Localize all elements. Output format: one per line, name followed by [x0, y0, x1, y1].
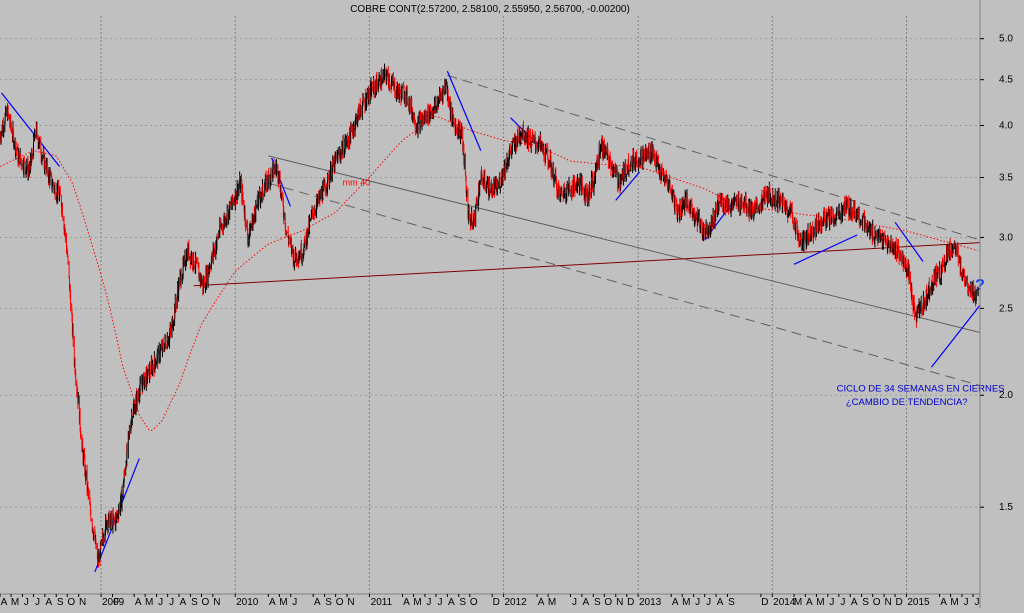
- x-tick-label: A: [583, 597, 590, 608]
- x-tick-label: A: [46, 597, 53, 608]
- x-tick-label: J: [292, 597, 297, 608]
- y-tick-label: 2.5: [999, 303, 1013, 314]
- x-tick-label: A: [940, 597, 947, 608]
- x-tick-label: J: [695, 597, 700, 608]
- x-tick-label: J: [829, 597, 834, 608]
- x-tick-label: M: [816, 597, 824, 608]
- x-tick-label: J: [706, 597, 711, 608]
- x-tick-label: S: [594, 597, 601, 608]
- x-tick-label: 2013: [639, 597, 662, 608]
- trendline-short: [446, 70, 482, 151]
- x-tick-label: J: [975, 597, 980, 608]
- x-tick-label: M: [145, 597, 153, 608]
- annotation-trend: ¿CAMBIO DE TENDENCIA?: [846, 397, 968, 408]
- x-tick-label: A: [717, 597, 724, 608]
- x-tick-label: S: [459, 597, 466, 608]
- x-tick-label: O: [470, 597, 478, 608]
- y-tick-label: 4.5: [999, 75, 1013, 86]
- x-tick-label: A: [538, 597, 545, 608]
- x-tick-label: M: [548, 597, 556, 608]
- x-tick-label: S: [191, 597, 198, 608]
- x-tick-label: A: [135, 597, 142, 608]
- y-tick-label: 5.0: [999, 34, 1013, 45]
- x-tick-label: J: [24, 597, 29, 608]
- y-tick-label: 1.5: [999, 502, 1013, 513]
- trendline-short: [894, 221, 924, 262]
- x-tick-label: A: [448, 597, 455, 608]
- x-tick-label: N: [347, 597, 354, 608]
- x-tick-label: O: [604, 597, 612, 608]
- x-tick-label: J: [426, 597, 431, 608]
- x-tick-label: 2012: [504, 597, 527, 608]
- x-tick-label: J: [35, 597, 40, 608]
- x-tick-label: A: [180, 597, 187, 608]
- x-tick-label: A: [314, 597, 321, 608]
- trendline-short: [615, 171, 641, 201]
- x-tick-label: 2009: [102, 597, 125, 608]
- x-tick-label: A: [672, 597, 679, 608]
- x-tick-label: O: [873, 597, 881, 608]
- x-tick-label: M: [794, 597, 802, 608]
- x-tick-label: A: [806, 597, 813, 608]
- trendline-short: [793, 234, 858, 265]
- x-tick-label: 2014: [773, 597, 796, 608]
- x-tick-label: M: [950, 597, 958, 608]
- y-tick-label: 2.0: [999, 390, 1013, 401]
- x-tick-label: A: [1, 597, 8, 608]
- x-tick-label: S: [325, 597, 332, 608]
- x-tick-label: S: [862, 597, 869, 608]
- x-tick-label: S: [57, 597, 64, 608]
- trendline-short: [931, 304, 981, 368]
- x-tick-label: A: [403, 597, 410, 608]
- x-tick-label: S: [728, 597, 735, 608]
- x-tick-label: D: [895, 597, 902, 608]
- y-tick-label: 3.5: [999, 172, 1013, 183]
- x-tick-label: N: [884, 597, 891, 608]
- x-tick-label: 2011: [371, 597, 393, 608]
- x-tick-label: A: [269, 597, 276, 608]
- x-tick-label: M: [279, 597, 287, 608]
- candle-layer: [0, 63, 979, 568]
- chart-title: COBRE CONT(2.57200, 2.58100, 2.55950, 2.…: [350, 4, 630, 15]
- y-tick-label: 3.0: [999, 232, 1013, 243]
- x-tick-label: F: [113, 597, 119, 608]
- x-tick-label: D: [627, 597, 634, 608]
- x-tick-label: M: [682, 597, 690, 608]
- trendline-support: [193, 242, 981, 287]
- x-tick-label: J: [169, 597, 174, 608]
- x-tick-label: J: [437, 597, 442, 608]
- x-tick-label: A: [851, 597, 858, 608]
- x-tick-label: O: [67, 597, 75, 608]
- trendline-layer: [0, 70, 981, 573]
- y-tick-label: 4.0: [999, 121, 1013, 132]
- annotation-ma: mm 40: [343, 177, 371, 187]
- x-tick-label: J: [840, 597, 845, 608]
- x-tick-label: O: [202, 597, 210, 608]
- annotation-cycle: CICLO DE 34 SEMANAS EN CIERNES: [837, 383, 1005, 394]
- x-tick-label: 2015: [907, 597, 930, 608]
- x-tick-label: O: [336, 597, 344, 608]
- x-tick-label: N: [213, 597, 220, 608]
- x-tick-label: N: [79, 597, 86, 608]
- x-tick-label: 2010: [236, 597, 259, 608]
- trendline-channel-lower: [268, 182, 981, 387]
- x-tick-label: J: [572, 597, 577, 608]
- x-tick-label: M: [11, 597, 19, 608]
- x-tick-label: D: [761, 597, 768, 608]
- trendline-channel-upper: [447, 74, 981, 241]
- trendline-channel-middle: [268, 155, 981, 333]
- x-tick-label: D: [493, 597, 500, 608]
- grid-layer: [0, 16, 980, 594]
- x-tick-label: J: [158, 597, 163, 608]
- x-tick-label: J: [963, 597, 968, 608]
- x-tick-label: N: [616, 597, 623, 608]
- x-tick-label: M: [413, 597, 421, 608]
